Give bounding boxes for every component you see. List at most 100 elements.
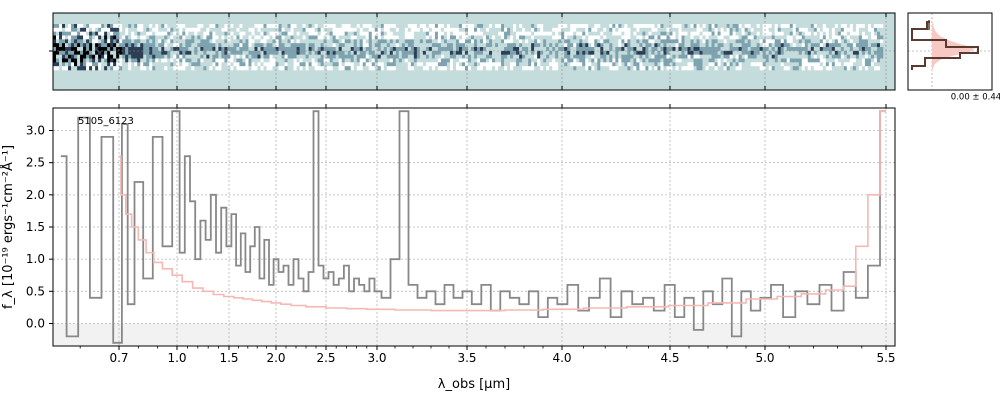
heatmap-cell	[353, 54, 358, 59]
heatmap-cell	[425, 47, 430, 52]
heatmap-cell	[101, 50, 105, 55]
heatmap-cell	[272, 27, 276, 32]
heatmap-cell	[416, 24, 421, 29]
object-id-label: 5105_6123	[78, 116, 134, 127]
heatmap-cell	[555, 66, 559, 71]
heatmap-cell	[579, 47, 583, 52]
heatmap-cell	[230, 35, 234, 40]
heatmap-cell	[389, 24, 394, 29]
heatmap-cell	[212, 35, 216, 40]
heatmap-cell	[540, 47, 544, 52]
heatmap-cell	[699, 35, 703, 40]
heatmap-cell	[383, 66, 388, 71]
heatmap-cell	[299, 27, 303, 32]
heatmap-cell	[702, 27, 706, 32]
heatmap-cell	[404, 54, 409, 59]
heatmap-cell	[167, 66, 171, 71]
heatmap-cell	[825, 27, 830, 32]
heatmap-cell	[263, 58, 267, 63]
heatmap-cell	[296, 47, 300, 52]
heatmap-cell	[843, 24, 848, 29]
heatmap-cell	[77, 39, 81, 44]
heatmap-cell	[314, 54, 318, 59]
heatmap-cell	[780, 39, 785, 44]
heatmap-cell	[522, 66, 526, 71]
heatmap-cell	[161, 27, 165, 32]
heatmap-cell	[597, 54, 601, 59]
heatmap-cell	[498, 62, 502, 67]
heatmap-cell	[627, 24, 631, 29]
heatmap-cell	[768, 66, 773, 71]
heatmap-cell	[870, 31, 875, 36]
heatmap-cell	[516, 31, 520, 36]
heatmap-cell	[852, 58, 857, 63]
heatmap-cell	[690, 54, 694, 59]
y-tick-label: 1.0	[26, 252, 45, 266]
heatmap-cell	[80, 27, 84, 32]
heatmap-cell	[158, 54, 162, 59]
heatmap-cell	[633, 54, 637, 59]
heatmap-cell	[188, 35, 192, 40]
heatmap-cell	[495, 24, 499, 29]
heatmap-cell	[239, 43, 243, 48]
heatmap-cell	[849, 62, 854, 67]
heatmap-cell	[570, 66, 574, 71]
heatmap-cell	[122, 50, 126, 55]
heatmap-cell	[380, 50, 385, 55]
heatmap-cell	[458, 39, 463, 44]
heatmap-cell	[296, 43, 300, 48]
heatmap-cell	[693, 43, 697, 48]
heatmap-cell	[792, 58, 797, 63]
heatmap-cell	[65, 47, 69, 52]
heatmap-cell	[522, 24, 526, 29]
heatmap-cell	[705, 62, 709, 67]
heatmap-cell	[768, 43, 773, 48]
heatmap-cell	[401, 39, 406, 44]
heatmap-cell	[876, 24, 881, 29]
heatmap-cell	[314, 31, 318, 36]
heatmap-cell	[173, 66, 177, 71]
heatmap-cell	[62, 24, 66, 29]
heatmap-cell	[344, 62, 348, 67]
heatmap-cell	[395, 39, 400, 44]
heatmap-cell	[741, 66, 745, 71]
heatmap-cell	[167, 50, 171, 55]
heatmap-cell	[464, 43, 469, 48]
heatmap-cell	[407, 35, 412, 40]
heatmap-cell	[543, 58, 547, 63]
heatmap-cell	[236, 50, 240, 55]
heatmap-cell	[693, 62, 697, 67]
heatmap-cell	[840, 39, 845, 44]
heatmap-cell	[467, 62, 472, 67]
heatmap-cell	[840, 54, 845, 59]
heatmap-cell	[212, 47, 216, 52]
heatmap-cell	[747, 31, 751, 36]
heatmap-cell	[774, 50, 779, 55]
heatmap-cell	[621, 24, 625, 29]
heatmap-cell	[729, 24, 733, 29]
heatmap-cell	[368, 47, 373, 52]
heatmap-cell	[531, 47, 535, 52]
heatmap-cell	[651, 24, 655, 29]
heatmap-cell	[182, 54, 186, 59]
heatmap-cell	[780, 62, 785, 67]
heatmap-cell	[218, 66, 222, 71]
heatmap-cell	[245, 27, 249, 32]
heatmap-cell	[804, 66, 809, 71]
heatmap-cell	[227, 58, 231, 63]
heatmap-cell	[792, 31, 797, 36]
heatmap-cell	[347, 35, 352, 40]
heatmap-cell	[771, 31, 776, 36]
heatmap-cell	[260, 35, 264, 40]
heatmap-cell	[425, 50, 430, 55]
heatmap-cell	[368, 27, 373, 32]
heatmap-cell	[735, 47, 739, 52]
heatmap-cell	[552, 54, 556, 59]
heatmap-cell	[236, 58, 240, 63]
heatmap-cell	[101, 66, 105, 71]
heatmap-cell	[567, 35, 571, 40]
heatmap-cell	[630, 54, 634, 59]
heatmap-cell	[134, 66, 138, 71]
heatmap-cell	[705, 35, 709, 40]
heatmap-cell	[564, 27, 568, 32]
